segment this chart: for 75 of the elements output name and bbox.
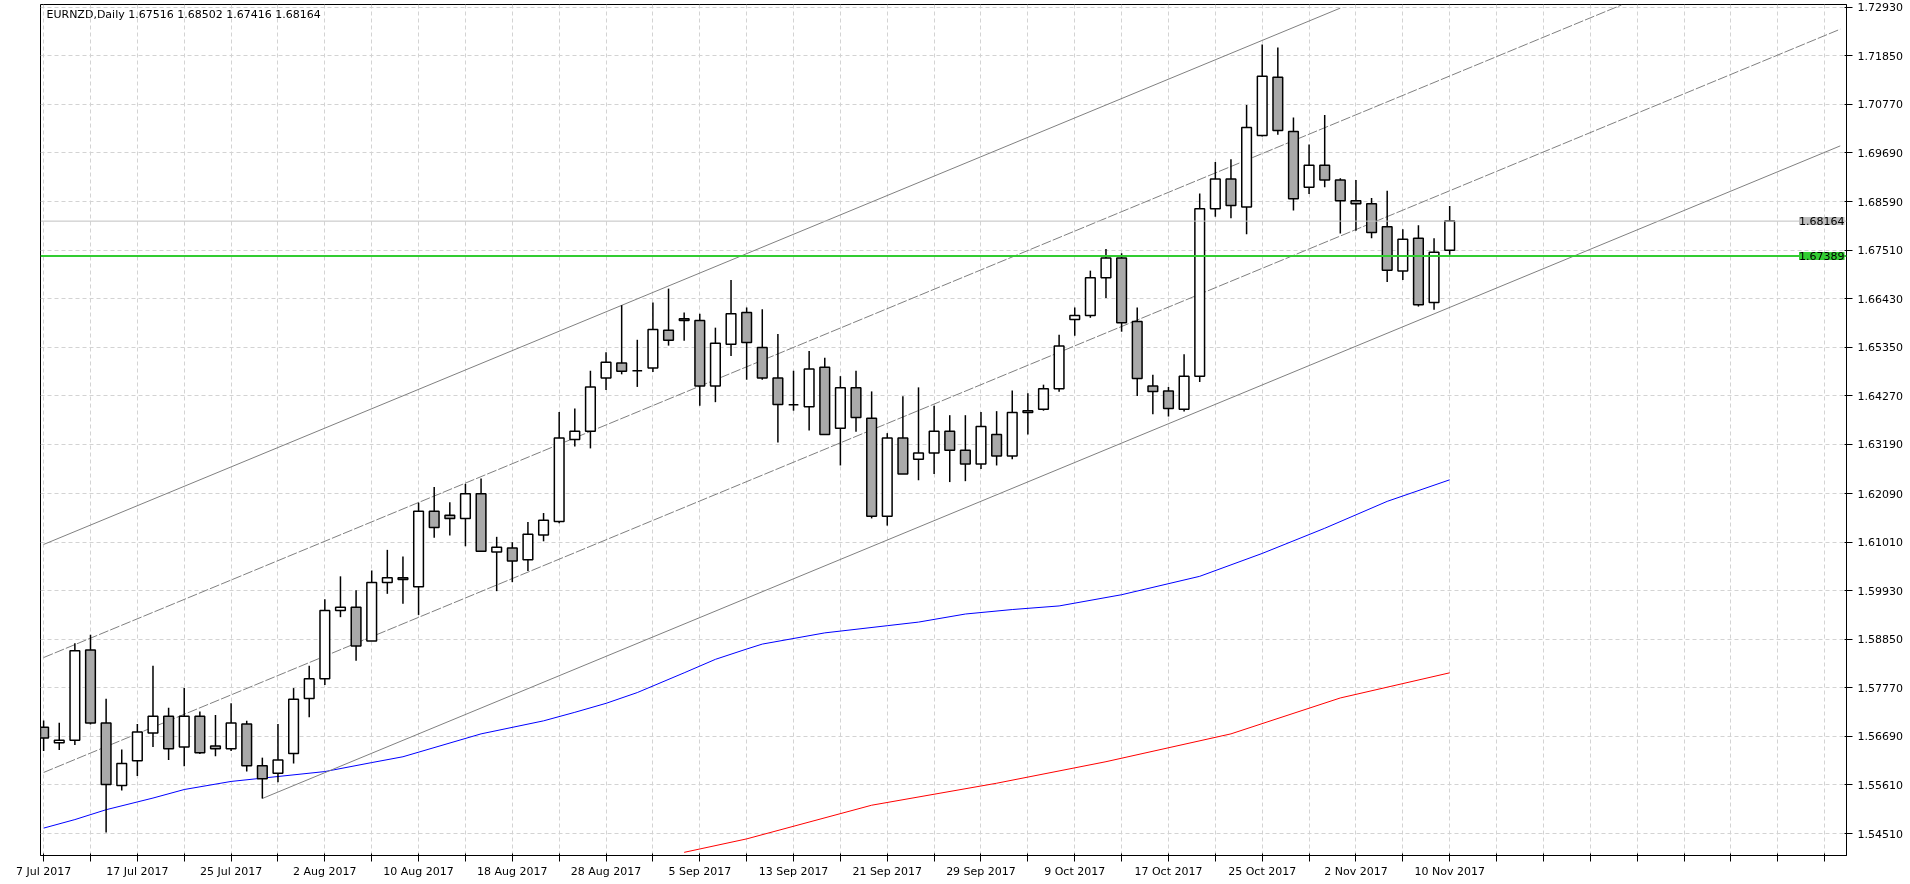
y-tick-label: 1.59930: [1857, 584, 1903, 598]
candlestick: [116, 748, 128, 792]
x-tick-label: 17 Jul 2017: [106, 864, 169, 878]
candlestick: [397, 555, 409, 605]
candlestick: [600, 351, 612, 391]
y-tick-label: 1.55610: [1857, 778, 1903, 792]
y-tick-label: 1.63190: [1857, 438, 1903, 452]
candlestick: [631, 339, 643, 388]
candlestick: [928, 405, 940, 475]
candlestick: [428, 486, 440, 539]
candlestick: [506, 541, 518, 583]
x-tick-label: 18 Aug 2017: [477, 864, 548, 878]
candlestick: [1162, 386, 1175, 418]
x-tick-label: 21 Sep 2017: [852, 864, 923, 878]
x-tick-label: 7 Jul 2017: [16, 864, 72, 878]
x-tick-label: 5 Sep 2017: [668, 864, 732, 878]
x-tick-label: 2 Nov 2017: [1324, 864, 1388, 878]
y-tick-label: 1.57770: [1857, 681, 1903, 695]
x-tick-label: 2 Aug 2017: [293, 864, 357, 878]
y-tick-label: 1.70770: [1857, 98, 1903, 112]
candlestick: [569, 407, 581, 448]
y-tick-label: 1.68590: [1857, 195, 1903, 209]
y-tick-label: 1.64270: [1857, 389, 1903, 403]
x-tick-label: 25 Oct 2017: [1228, 864, 1297, 878]
candlestick: [991, 410, 1003, 467]
line-series: [683, 672, 1451, 853]
x-tick-label: 9 Oct 2017: [1044, 864, 1106, 878]
candlestick: [944, 414, 956, 483]
candlestick: [912, 386, 925, 482]
candlestick: [491, 536, 503, 592]
candlestick: [1037, 383, 1050, 412]
y-tick-label: 1.58850: [1857, 633, 1903, 647]
candlestick: [1100, 248, 1112, 299]
x-tick-label: 10 Aug 2017: [383, 864, 454, 878]
candlestick: [678, 311, 690, 342]
candlestick: [1022, 392, 1034, 436]
candlestick: [1334, 177, 1346, 235]
x-tick-label: 29 Sep 2017: [946, 864, 1016, 878]
x-tick-label: 13 Sep 2017: [758, 864, 829, 878]
y-tick-label: 1.56690: [1857, 730, 1903, 744]
candlestick: [1303, 143, 1315, 195]
candlestick: [959, 414, 971, 482]
y-tick-label: 1.67510: [1857, 244, 1903, 258]
x-tick-label: 17 Oct 2017: [1134, 864, 1203, 878]
candlestick: [209, 714, 222, 758]
y-tick-label: 1.71850: [1857, 49, 1903, 63]
y-tick-label: 1.61010: [1857, 536, 1903, 550]
candlestick: [381, 549, 393, 595]
candlestick: [1319, 114, 1331, 188]
y-tick-label: 1.54510: [1857, 827, 1903, 841]
candlestick: [662, 287, 675, 347]
candlestick: [53, 721, 65, 751]
y-tick-label: 1.69690: [1857, 146, 1903, 160]
candlestick: [1350, 179, 1362, 232]
candlestick: [787, 370, 800, 412]
y-tick-label: 1.65350: [1857, 341, 1903, 355]
x-tick-label: 25 Jul 2017: [199, 864, 263, 878]
y-tick-label: 1.72930: [1857, 1, 1903, 15]
candlestick: [40, 719, 50, 752]
y-tick-label: 1.66430: [1857, 292, 1903, 306]
candlestick: [303, 664, 315, 719]
candlestick: [256, 756, 268, 800]
y-tick-label: 1.62090: [1857, 487, 1903, 501]
candlestick: [616, 304, 628, 376]
candlestick: [1069, 306, 1081, 337]
x-tick-label: 10 Nov 2017: [1414, 864, 1485, 878]
line-series: [43, 479, 1451, 829]
candlestick: [1147, 374, 1159, 416]
x-tick-label: 28 Aug 2017: [570, 864, 642, 878]
ref-line-label: 1.67389: [1799, 249, 1845, 263]
candlestick: [272, 723, 284, 784]
candlestick: [147, 664, 159, 748]
candlestick: [537, 512, 550, 543]
chart-title: EURNZD,Daily 1.67516 1.68502 1.67416 1.68164: [46, 7, 321, 21]
ref-line-label: 1.68164: [1799, 215, 1845, 229]
